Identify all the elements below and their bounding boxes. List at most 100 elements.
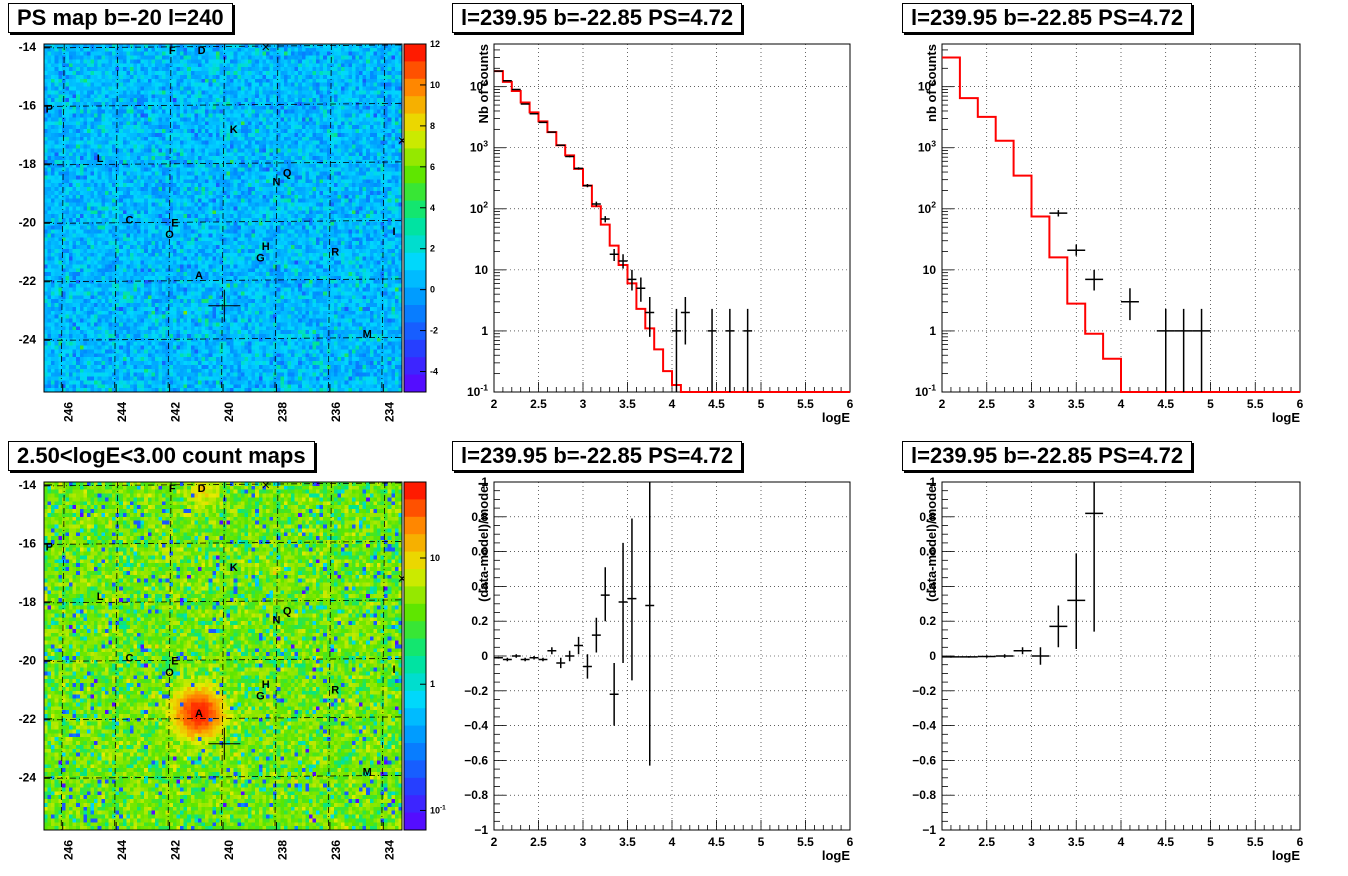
map-y-tick-label: -16 [19, 98, 37, 112]
x-tick-label: 5.5 [1247, 835, 1264, 849]
map-grid-meridian [274, 481, 279, 831]
map-grid-meridian [327, 481, 332, 831]
x-tick-label: 3 [1028, 397, 1035, 411]
map-y-tick-label: -24 [19, 770, 37, 784]
map-grid-meridian [114, 43, 119, 393]
colorbar-cell [404, 534, 426, 553]
y-tick-label: 0.6 [919, 545, 936, 559]
colorbar-tick-label: 12 [430, 39, 440, 49]
y-tick-label: 1 [481, 324, 488, 338]
map-x-tick-label: 240 [222, 840, 236, 860]
colorbar-cell [404, 499, 426, 518]
y-tick-label: −0.4 [464, 719, 488, 733]
x-tick-label: 2.5 [978, 835, 995, 849]
data-point [529, 656, 539, 660]
colorbar-cell [404, 516, 426, 535]
data-point [538, 121, 548, 124]
panel-title-count-map: 2.50<logE<3.00 count maps [8, 441, 315, 471]
data-point [1156, 308, 1175, 392]
colorbar-tick-label: 0 [430, 285, 435, 295]
y-tick-label: 104 [918, 77, 936, 93]
colorbar-cell [404, 656, 426, 674]
data-point [556, 144, 566, 146]
data-point [707, 308, 717, 392]
x-axis-label: logE [822, 848, 850, 863]
source-label: H [262, 241, 270, 253]
colorbar-cell [404, 339, 426, 358]
y-axis-label: nb of counts [924, 44, 939, 122]
data-point [1174, 308, 1193, 392]
y-tick-label: 103 [470, 138, 488, 154]
data-point [1067, 553, 1086, 650]
y-tick-label: 0 [481, 649, 488, 663]
colorbar-cell [404, 61, 426, 80]
map-grid-meridian [167, 43, 172, 393]
data-point [1192, 308, 1211, 392]
y-tick-label: 0 [929, 649, 936, 663]
plot-panel-2: 2 2.5 3 3.5 4 4.5 5 5.5 6 10-1 1 10 102 103 104 logE nb … [915, 43, 1304, 425]
y-tick-label: −0.2 [464, 684, 488, 698]
y-tick-label: 1 [481, 475, 488, 489]
map-panel-3: -14 -16 -18 -20 -22 -24 246 244 242 240 238 236 234 F… [19, 478, 447, 860]
map-x-tick-label: 242 [169, 402, 183, 422]
colorbar-cell [404, 374, 426, 393]
source-label: F [169, 483, 176, 495]
panel-title-spectrum-fine: l=239.95 b=-22.85 PS=4.72 [452, 3, 743, 33]
colorbar-tick-label: 6 [430, 162, 435, 172]
data-point [636, 277, 646, 302]
colorbar-cell [404, 708, 426, 727]
panel-title-residual-fine: l=239.95 b=-22.85 PS=4.72 [452, 441, 743, 471]
colorbar-cell [404, 725, 426, 744]
map-x-tick-label: 242 [169, 840, 183, 860]
x-axis-label: logE [1272, 410, 1300, 425]
x-tick-label: 4.5 [1157, 397, 1174, 411]
map-x-tick-label: 240 [222, 402, 236, 422]
data-point [995, 654, 1014, 658]
x-axis-label: logE [1272, 848, 1300, 863]
x-tick-label: 3.5 [619, 835, 636, 849]
x-tick-label: 4 [1118, 835, 1125, 849]
source-cross [262, 481, 270, 489]
model-histogram [942, 56, 1300, 393]
colorbar-cell [404, 78, 426, 97]
data-point [680, 296, 690, 345]
source-label: M [363, 329, 372, 341]
colorbar-cell [404, 795, 426, 814]
colorbar-cell [404, 777, 426, 796]
source-label: P [46, 103, 53, 115]
colorbar-cell [404, 113, 426, 132]
colorbar-cell [404, 165, 426, 184]
source-label: I [392, 664, 395, 676]
source-label: Q [283, 606, 292, 618]
colorbar-cell [404, 357, 426, 376]
colorbar-cell [404, 148, 426, 167]
y-tick-label: 10 [475, 263, 489, 277]
map-grid-meridian [381, 481, 386, 831]
data-point [1049, 210, 1068, 217]
source-label: K [230, 562, 238, 574]
source-label: A [195, 708, 203, 720]
plot-panel-4: 2 2.5 3 3.5 4 4.5 5 5.5 6 −1 −0.8 −0.6 −0.4 −0.2 0 0.2 0… [464, 475, 853, 863]
data-point [672, 308, 681, 392]
y-axis-label: (data-model)/model [476, 482, 491, 602]
colorbar-cell [404, 305, 426, 323]
y-tick-label: 10-1 [915, 383, 936, 399]
y-tick-label: −0.8 [464, 788, 488, 802]
map-grid-meridian [274, 43, 279, 393]
colorbar-cell [404, 569, 426, 587]
source-label: P [46, 541, 53, 553]
y-tick-label: 0.4 [471, 579, 488, 593]
y-tick-label: 10 [923, 263, 937, 277]
x-tick-label: 3 [1028, 835, 1035, 849]
data-point [1121, 288, 1139, 321]
source-label: A [195, 270, 203, 282]
target-marker [208, 289, 241, 322]
map-grid-meridian [167, 481, 172, 831]
source-label: O [165, 229, 174, 241]
map-x-tick-label: 236 [329, 840, 343, 860]
map-grid-meridian [114, 481, 119, 831]
data-point [538, 657, 548, 662]
colorbar-cell [404, 96, 426, 115]
colorbar-tick-label: 2 [430, 244, 435, 254]
data-point [520, 657, 530, 662]
